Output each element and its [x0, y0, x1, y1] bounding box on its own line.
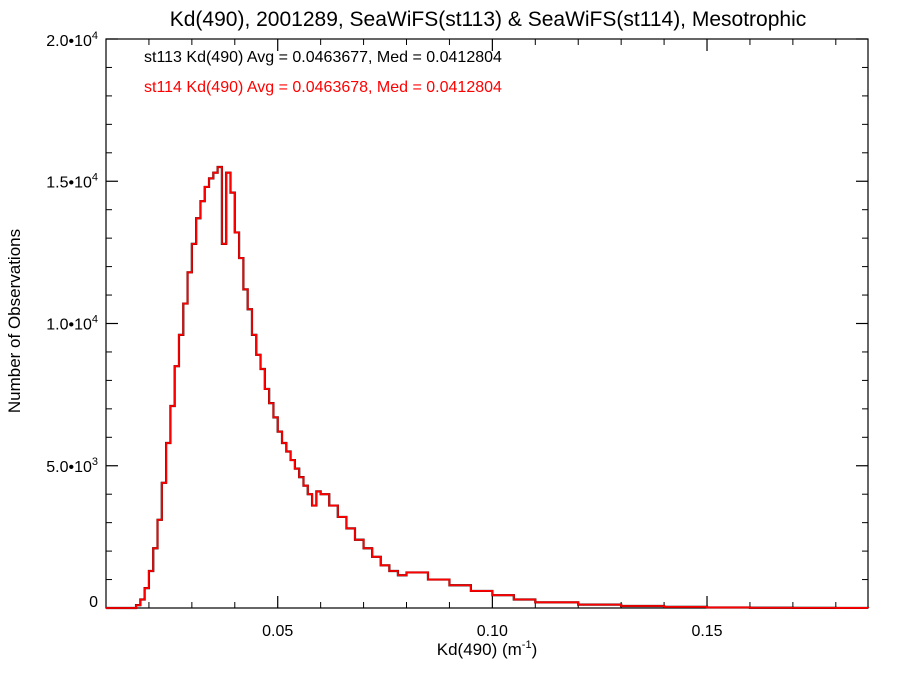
plot-border: [105, 38, 869, 609]
y-tick-label: 0: [89, 594, 98, 611]
x-tick-label: 0.05: [262, 623, 293, 640]
annotations: st113 Kd(490) Avg = 0.0463677, Med = 0.0…: [144, 49, 502, 96]
x-axis-label: Kd(490) (m-1): [437, 639, 537, 659]
x-tick-label: 0.15: [691, 623, 722, 640]
plot-frame: [105, 38, 869, 609]
series-st113-line: [106, 165, 870, 610]
chart-title: Kd(490), 2001289, SeaWiFS(st113) & SeaWi…: [170, 8, 807, 31]
series-st114-line: [106, 166, 869, 609]
series-lines: [106, 165, 870, 610]
y-axis-label: Number of Observations: [5, 229, 24, 413]
x-tick-label: 0.10: [477, 623, 508, 640]
y-axis: 0 5.0•103 1.0•104 1.5•104 2.0•104: [46, 30, 868, 611]
x-axis: 0.05 0.10 0.15: [148, 39, 837, 640]
y-tick-label: 2.0•104: [46, 30, 98, 50]
y-tick-label: 1.5•104: [46, 171, 98, 191]
y-tick-label: 5.0•103: [46, 456, 98, 476]
stats-annotation: st114 Kd(490) Avg = 0.0463678, Med = 0.0…: [144, 79, 502, 96]
y-tick-label: 1.0•104: [46, 314, 98, 334]
stats-annotation: st113 Kd(490) Avg = 0.0463677, Med = 0.0…: [144, 49, 502, 66]
